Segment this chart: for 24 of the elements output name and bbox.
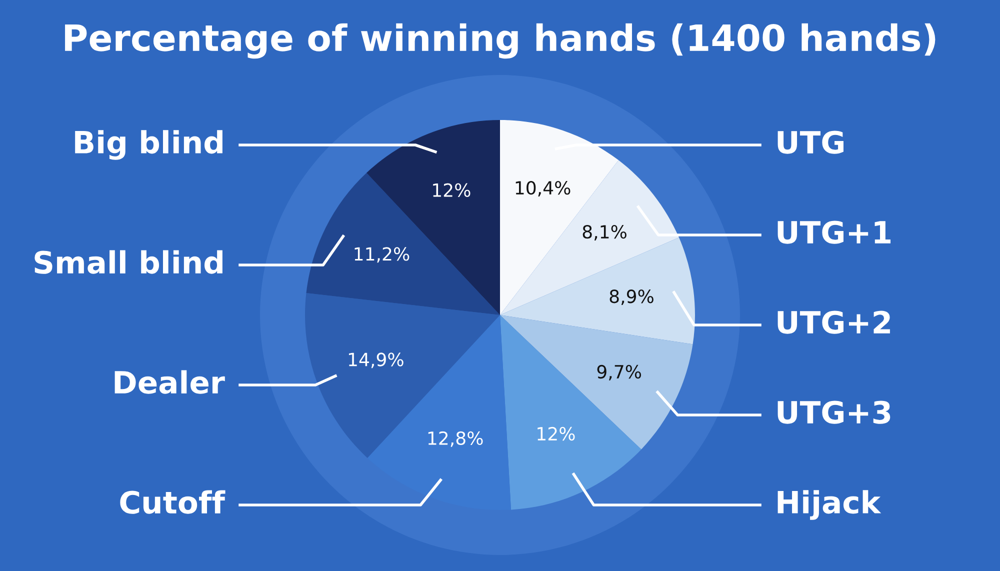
data-label: 12% bbox=[538, 426, 575, 441]
pie-slice bbox=[305, 292, 500, 458]
data-label: 14,9% bbox=[348, 352, 404, 368]
slice-label: Big blind bbox=[75, 130, 222, 160]
pie-slice bbox=[500, 315, 693, 450]
data-label: 8,9% bbox=[610, 290, 654, 306]
data-label: 11,2% bbox=[354, 247, 410, 263]
slice-label: UTG bbox=[778, 130, 844, 154]
slice-label: Cutoff bbox=[120, 490, 226, 514]
data-label: 10,4% bbox=[516, 180, 570, 196]
data-label: 12% bbox=[433, 183, 470, 197]
slice-label: UTG+3 bbox=[778, 400, 890, 424]
pie-slice bbox=[500, 160, 679, 315]
slice-label: UTG+1 bbox=[778, 220, 890, 244]
slice-label: Dealer bbox=[114, 370, 225, 394]
data-label: 12,8% bbox=[428, 431, 483, 447]
slice-label: Small blind bbox=[34, 250, 222, 274]
data-label: 9,7% bbox=[597, 364, 642, 380]
slice-label: UTG+2 bbox=[778, 310, 890, 334]
pie-slice bbox=[306, 172, 500, 315]
chart-title: Percentage of winning hands (1400 hands) bbox=[65, 23, 936, 59]
slice-label: Hijack bbox=[778, 490, 882, 520]
pie-slice bbox=[500, 315, 642, 510]
data-label: 8,1% bbox=[582, 224, 626, 240]
